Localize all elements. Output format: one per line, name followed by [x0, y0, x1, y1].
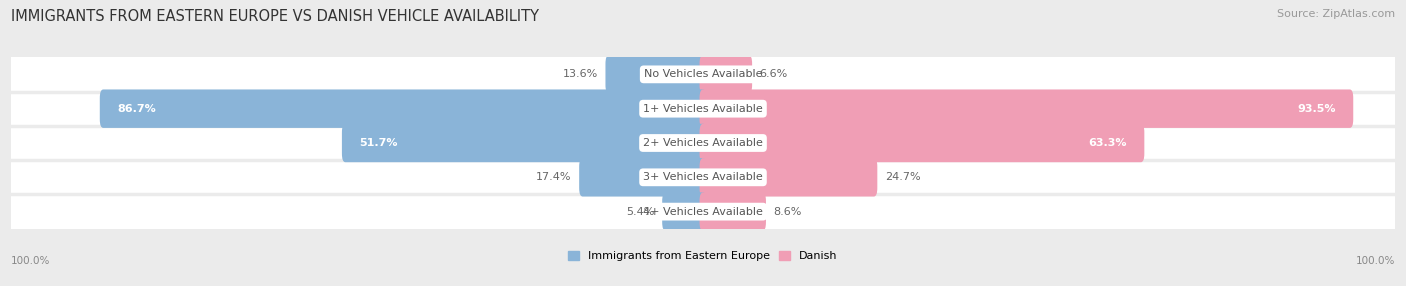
Text: 93.5%: 93.5% [1298, 104, 1336, 114]
Text: IMMIGRANTS FROM EASTERN EUROPE VS DANISH VEHICLE AVAILABILITY: IMMIGRANTS FROM EASTERN EUROPE VS DANISH… [11, 9, 540, 23]
FancyBboxPatch shape [342, 124, 706, 162]
FancyBboxPatch shape [11, 57, 1395, 92]
FancyBboxPatch shape [11, 92, 1395, 126]
Text: 86.7%: 86.7% [117, 104, 156, 114]
FancyBboxPatch shape [700, 55, 752, 94]
FancyBboxPatch shape [579, 158, 706, 196]
Text: 17.4%: 17.4% [536, 172, 572, 182]
Text: 2+ Vehicles Available: 2+ Vehicles Available [643, 138, 763, 148]
FancyBboxPatch shape [11, 126, 1395, 160]
Legend: Immigrants from Eastern Europe, Danish: Immigrants from Eastern Europe, Danish [568, 251, 838, 261]
Text: 24.7%: 24.7% [884, 172, 921, 182]
Text: 13.6%: 13.6% [562, 69, 598, 79]
FancyBboxPatch shape [606, 55, 706, 94]
Text: 63.3%: 63.3% [1088, 138, 1128, 148]
FancyBboxPatch shape [100, 90, 706, 128]
Text: 8.6%: 8.6% [773, 207, 801, 217]
Text: 5.4%: 5.4% [626, 207, 655, 217]
FancyBboxPatch shape [11, 194, 1395, 229]
FancyBboxPatch shape [700, 90, 1353, 128]
Text: No Vehicles Available: No Vehicles Available [644, 69, 762, 79]
Text: 100.0%: 100.0% [1355, 256, 1395, 266]
Text: 100.0%: 100.0% [11, 256, 51, 266]
Text: Source: ZipAtlas.com: Source: ZipAtlas.com [1277, 9, 1395, 19]
Text: 4+ Vehicles Available: 4+ Vehicles Available [643, 207, 763, 217]
FancyBboxPatch shape [662, 192, 706, 231]
Text: 3+ Vehicles Available: 3+ Vehicles Available [643, 172, 763, 182]
FancyBboxPatch shape [700, 124, 1144, 162]
Text: 51.7%: 51.7% [359, 138, 398, 148]
FancyBboxPatch shape [11, 160, 1395, 194]
Text: 6.6%: 6.6% [759, 69, 787, 79]
FancyBboxPatch shape [700, 158, 877, 196]
Text: 1+ Vehicles Available: 1+ Vehicles Available [643, 104, 763, 114]
FancyBboxPatch shape [700, 192, 766, 231]
